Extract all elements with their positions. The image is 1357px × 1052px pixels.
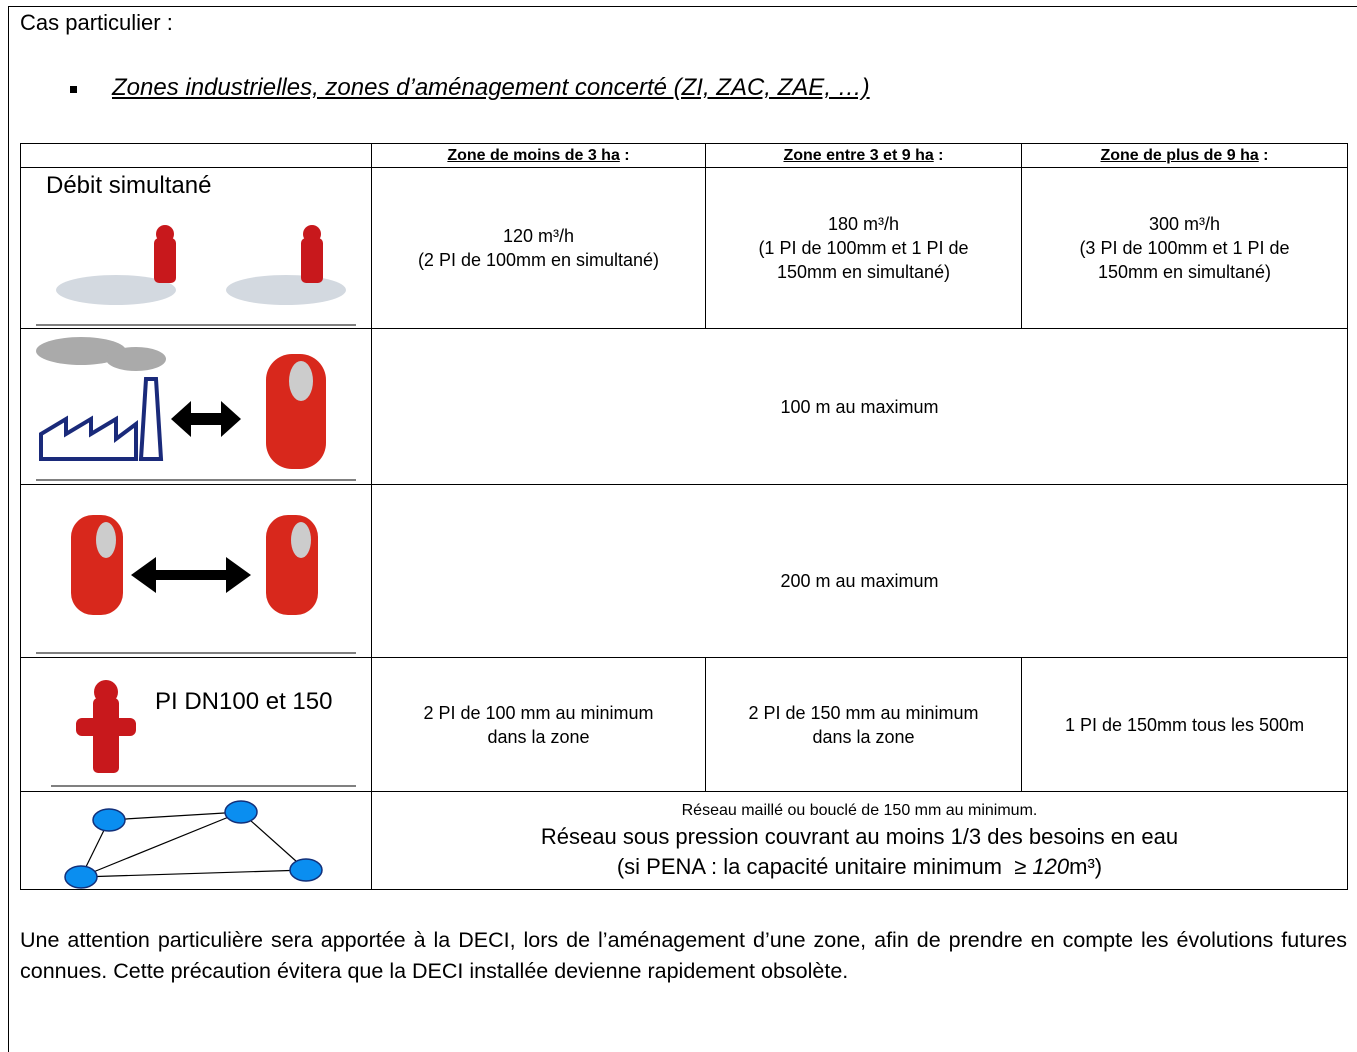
header-row: Zone de moins de 3 ha : Zone entre 3 et … <box>20 143 1348 168</box>
row: Réseau maillé ou bouclé de 150 mm au min… <box>20 791 1348 890</box>
header-cell: Zone entre 3 et 9 ha : <box>705 143 1022 168</box>
cell-line: (1 PI de 100mm et 1 PI de <box>758 238 969 258</box>
cell: 100 m au maximum <box>371 328 1348 485</box>
paragraph: Une attention particulière sera apportée… <box>20 928 1347 983</box>
text-italic: 120 <box>1032 853 1070 879</box>
icon-hydrant <box>51 680 356 787</box>
cell: 180 m³/h (1 PI de 100mm et 1 PI de 150mm e… <box>705 167 1022 329</box>
cell-line: Réseau maillé ou bouclé de 150 mm au min… <box>681 801 1038 819</box>
header-cell: Zone de moins de 3 ha : <box>371 143 706 168</box>
cell: Réseau maillé ou bouclé de 150 mm au min… <box>371 791 1348 890</box>
icon-cell <box>20 484 372 658</box>
row: Débit simultané 120 m³/h (2 PI de 100mm e… <box>20 167 1348 329</box>
row-label: PI DN100 et 150 <box>155 688 333 715</box>
cell-line: 180 m³/h <box>827 214 900 234</box>
cell: 120 m³/h (2 PI de 100mm en simultané) <box>371 167 706 329</box>
icon-network <box>64 800 323 889</box>
icon-factory-hydrant <box>36 337 356 481</box>
cell-line: 120 m³/h <box>502 226 575 246</box>
heading: Cas particulier : <box>20 10 173 35</box>
text: (si PENA : la capacité unitaire minimum … <box>616 853 1033 879</box>
header-cell: Zone de plus de 9 ha : <box>1021 143 1348 168</box>
icon-cell: Débit simultané <box>20 167 372 329</box>
row: 200 m au maximum <box>20 484 1348 658</box>
icon-hydrants-spray <box>36 225 356 326</box>
row-label: Débit simultané <box>46 172 212 199</box>
cell-line: (3 PI de 100mm et 1 PI de <box>1079 238 1290 258</box>
cell-line: 2 PI de 150 mm au minimum <box>748 702 979 723</box>
row: PI DN100 et 150 2 PI de 100 mm au minimu… <box>20 657 1348 792</box>
cell-line: 2 PI de 100 mm au minimum <box>423 702 654 723</box>
cell-line: 150mm en simultané) <box>1097 262 1272 282</box>
icon-cell <box>20 328 372 485</box>
icon-cell <box>20 791 372 890</box>
icon-cell: PI DN100 et 150 <box>20 657 372 792</box>
cell: 300 m³/h (3 PI de 100mm et 1 PI de 150mm e… <box>1021 167 1348 329</box>
header-suffix: : <box>1258 146 1269 164</box>
cell: 200 m au maximum <box>371 484 1348 658</box>
cell-line: dans la zone <box>487 726 590 747</box>
cell: 2 PI de 100 mm au minimum dans la zone <box>371 657 706 792</box>
header-cell <box>20 143 372 168</box>
cell-line: dans la zone <box>812 726 915 747</box>
cell-line: 150mm en simultané) <box>776 262 951 282</box>
cell-line: 200 m au maximum <box>780 571 939 591</box>
header-text: Zone de moins de 3 ha <box>447 146 620 164</box>
header-text: Zone entre 3 et 9 ha <box>783 146 934 164</box>
cell: 2 PI de 150 mm au minimum dans la zone <box>705 657 1022 792</box>
cell-line: 100 m au maximum <box>780 396 939 417</box>
cell-line: Réseau sous pression couvrant au moins 1… <box>540 823 1179 849</box>
header-text: Zone de plus de 9 ha <box>1100 146 1259 164</box>
icon-two-hydrants <box>36 515 356 654</box>
cell-line: 1 PI de 150mm tous les 500m <box>1064 714 1305 735</box>
row: 100 m au maximum <box>20 328 1348 485</box>
header-suffix: : <box>933 146 944 164</box>
cell-line: 300 m³/h <box>1148 214 1221 234</box>
cell: 1 PI de 150mm tous les 500m <box>1021 657 1348 792</box>
header-suffix: : <box>619 146 630 164</box>
text: m³) <box>1069 853 1103 879</box>
bullet: Zones industrielles, zones d’aménagement… <box>70 74 870 102</box>
table: Zone de moins de 3 ha : Zone entre 3 et … <box>20 143 1348 890</box>
bullet-text: Zones industrielles, zones d’aménagement… <box>112 74 870 101</box>
cell-line: (si PENA : la capacité unitaire minimum … <box>372 852 1347 882</box>
frame <box>8 6 1357 1052</box>
cell-line: (2 PI de 100mm en simultané) <box>417 250 660 270</box>
